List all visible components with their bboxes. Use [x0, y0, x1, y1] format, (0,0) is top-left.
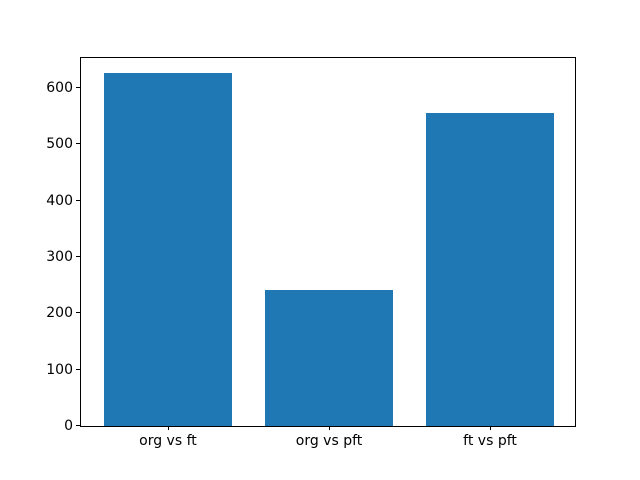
y-tick-mark — [76, 87, 80, 89]
y-tick-mark — [76, 425, 80, 426]
y-tick-label: 500 — [46, 136, 73, 153]
x-tick-label: ft vs pft — [463, 433, 517, 449]
y-tick-mark — [76, 312, 80, 314]
x-tick-mark — [167, 426, 169, 430]
x-tick-mark — [329, 426, 330, 430]
x-tick-mark — [490, 426, 492, 430]
y-tick-label: 200 — [46, 305, 73, 322]
y-tick-mark — [76, 368, 80, 370]
plot-area: org vs ft org vs pft ft vs pft 0 100 200 300 40… — [46, 57, 576, 449]
y-tick-label: 100 — [46, 361, 73, 378]
y-tick-label: 0 — [64, 418, 73, 434]
y-tick-label: 600 — [46, 80, 73, 97]
bar-org-vs-pft — [264, 289, 394, 426]
x-tick-label: org vs pft — [295, 433, 363, 449]
y-tick-mark — [76, 256, 80, 258]
y-tick-label: 400 — [46, 192, 73, 209]
x-tick-label: org vs ft — [139, 433, 197, 449]
y-tick-label: 300 — [46, 249, 73, 266]
y-tick-mark — [76, 199, 80, 201]
bar-org-vs-ft — [103, 73, 233, 426]
y-tick-mark — [76, 143, 80, 145]
bar-ft-vs-pft — [425, 112, 555, 426]
